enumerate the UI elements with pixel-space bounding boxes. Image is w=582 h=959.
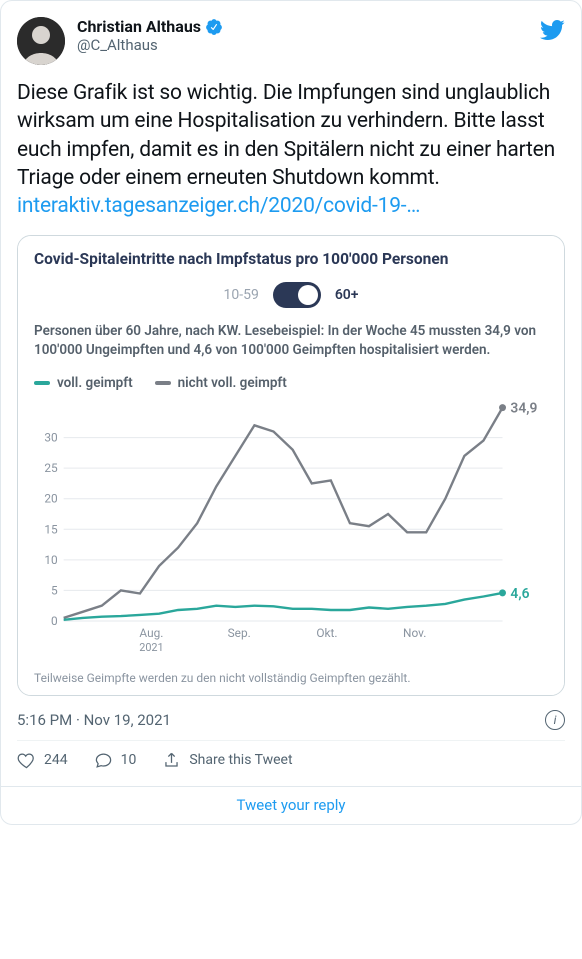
svg-text:10: 10	[44, 553, 58, 567]
reply-count: 10	[121, 752, 137, 768]
tweet-date[interactable]: Nov 19, 2021	[84, 711, 171, 729]
twitter-logo-icon[interactable]	[539, 17, 565, 43]
embed-footnote: Teilweise Geimpfte werden zu den nicht v…	[34, 671, 548, 685]
age-toggle[interactable]	[273, 282, 321, 308]
legend-swatch-vaccinated	[34, 381, 50, 385]
embed-card[interactable]: Covid-Spitaleintritte nach Impfstatus pr…	[17, 235, 565, 696]
svg-text:34,9: 34,9	[510, 400, 537, 416]
reply-cta[interactable]: Tweet your reply	[0, 786, 582, 825]
svg-text:Sep.: Sep.	[228, 626, 251, 640]
chart: 0 5 10 15 20 25 30 Aug.2021 Sep. Okt. Nov. 34,9 4,…	[34, 399, 548, 659]
tweet-text: Diese Grafik ist so wichtig. Die Impfung…	[17, 79, 565, 221]
share-icon	[162, 751, 181, 770]
svg-text:5: 5	[51, 583, 58, 597]
svg-text:4,6: 4,6	[510, 586, 529, 602]
svg-text:Nov.: Nov.	[403, 626, 426, 640]
tweet-time[interactable]: 5:16 PM	[17, 711, 72, 729]
reply-button[interactable]: 10	[94, 751, 137, 770]
svg-text:20: 20	[44, 491, 58, 505]
svg-text:0: 0	[51, 614, 58, 628]
legend-swatch-unvaccinated	[155, 381, 171, 385]
legend-label-unvaccinated: nicht voll. geimpft	[178, 375, 287, 391]
chart-legend: voll. geimpft nicht voll. geimpft	[34, 375, 548, 391]
embed-explainer: Personen über 60 Jahre, nach KW. Lesebei…	[34, 322, 548, 361]
tweet-header: Christian Althaus @C_Althaus	[17, 17, 565, 65]
toggle-knob	[298, 285, 318, 305]
author-name[interactable]: Christian Althaus	[77, 17, 201, 36]
legend-unvaccinated: nicht voll. geimpft	[155, 375, 287, 391]
author-handle[interactable]: @C_Althaus	[77, 36, 539, 54]
like-button[interactable]: 244	[17, 751, 68, 770]
avatar[interactable]	[17, 17, 65, 65]
svg-text:2021: 2021	[139, 641, 163, 654]
age-toggle-row: 10-59 60+	[34, 282, 548, 308]
heart-icon	[17, 751, 36, 770]
verified-badge-icon	[205, 18, 223, 36]
svg-text:15: 15	[44, 522, 58, 536]
divider	[17, 740, 565, 741]
embed-title: Covid-Spitaleintritte nach Impfstatus pr…	[34, 250, 548, 268]
tweet-card: Christian Althaus @C_Althaus Diese Grafi…	[0, 0, 582, 787]
tweet-actions: 244 10 Share this Tweet	[17, 751, 565, 770]
share-label: Share this Tweet	[189, 752, 292, 768]
like-count: 244	[44, 752, 68, 768]
legend-vaccinated: voll. geimpft	[34, 375, 133, 391]
tweet-body: Diese Grafik ist so wichtig. Die Impfung…	[17, 81, 555, 190]
svg-text:Aug.: Aug.	[139, 626, 163, 640]
toggle-label-left[interactable]: 10-59	[223, 287, 258, 303]
reply-icon	[94, 751, 113, 770]
timestamp-row: 5:16 PM · Nov 19, 2021 i	[17, 710, 565, 730]
reply-cta-label: Tweet your reply	[236, 796, 345, 814]
toggle-label-right[interactable]: 60+	[335, 287, 359, 303]
share-button[interactable]: Share this Tweet	[162, 751, 292, 770]
tweet-link[interactable]: interaktiv.tagesanzeiger.ch/2020/covid-1…	[17, 194, 420, 218]
svg-text:30: 30	[44, 430, 58, 444]
svg-text:Okt.: Okt.	[316, 626, 337, 640]
legend-label-vaccinated: voll. geimpft	[57, 375, 133, 391]
author-block: Christian Althaus @C_Althaus	[77, 17, 539, 54]
info-icon[interactable]: i	[545, 710, 565, 730]
svg-text:25: 25	[44, 461, 58, 475]
